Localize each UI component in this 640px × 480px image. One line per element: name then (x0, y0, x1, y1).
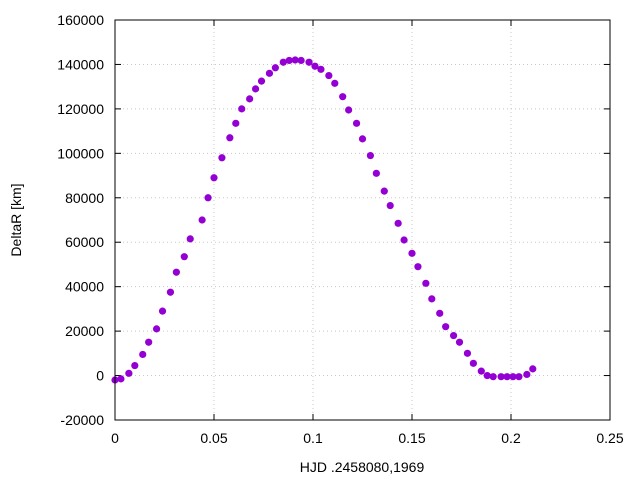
y-tick-label: 120000 (57, 101, 104, 117)
data-point (325, 71, 333, 80)
y-tick-label: 100000 (57, 145, 104, 161)
data-point (226, 134, 234, 142)
y-tick-label: 80000 (65, 190, 104, 206)
data-point (372, 169, 380, 177)
data-point (422, 279, 430, 287)
data-point (345, 106, 353, 114)
data-point (204, 194, 212, 202)
data-point (311, 62, 319, 70)
data-point (198, 216, 206, 224)
data-point (358, 135, 367, 143)
axis-ticks (114, 19, 611, 421)
y-tick-label: 20000 (65, 323, 104, 339)
data-point (172, 268, 180, 276)
data-point (509, 373, 517, 381)
data-point (408, 249, 416, 257)
plot-frame (114, 19, 611, 421)
data-point (515, 373, 523, 381)
data-point (166, 288, 175, 296)
data-point (449, 331, 458, 340)
data-point (503, 373, 511, 381)
data-point (251, 85, 260, 93)
x-tick-label: 0 (111, 430, 119, 446)
data-point (483, 371, 491, 380)
data-point (117, 375, 125, 383)
data-point (414, 263, 422, 271)
data-point (297, 56, 305, 65)
data-point (442, 323, 450, 331)
data-point (210, 174, 218, 182)
data-point (339, 93, 347, 101)
data-point (246, 95, 254, 103)
x-tick-label: 0.1 (303, 430, 323, 446)
y-tick-label: 0 (96, 368, 104, 384)
data-point (523, 370, 531, 379)
x-tick-label: 0.15 (398, 430, 425, 446)
data-point (331, 79, 339, 87)
data-point (352, 119, 361, 127)
data-point (158, 307, 167, 315)
x-tick-label: 0.2 (501, 430, 521, 446)
data-point (218, 154, 226, 162)
y-tick-label: 40000 (65, 279, 104, 295)
x-tick-labels: 0 0.05 0.1 0.15 0.2 0.25 (111, 430, 624, 446)
y-tick-labels: -20000 0 20000 40000 60000 80000 100000 120000 1… (57, 12, 104, 428)
y-tick-label: 60000 (65, 234, 104, 250)
data-point (497, 373, 505, 381)
data-point (232, 119, 240, 127)
data-point (257, 77, 266, 85)
y-tick-label: 160000 (57, 12, 104, 28)
grid-lines (115, 20, 610, 420)
y-axis-label: DeltaR [km] (8, 183, 24, 256)
data-point (455, 338, 464, 346)
data-point (436, 309, 444, 317)
data-point (400, 236, 408, 244)
data-point (279, 58, 287, 66)
data-point (469, 359, 477, 367)
data-point (125, 369, 133, 377)
x-axis-label: HJD .2458080,1969 (300, 459, 425, 475)
data-points (111, 56, 537, 384)
data-point (394, 219, 402, 227)
data-point (291, 56, 299, 64)
data-point (305, 58, 313, 66)
data-point (380, 187, 388, 195)
data-point (152, 325, 161, 333)
data-point (186, 235, 194, 243)
data-point (489, 373, 497, 381)
data-point (317, 65, 325, 73)
data-point (463, 349, 472, 357)
data-point (386, 201, 394, 210)
data-point (139, 350, 147, 359)
data-point (145, 338, 153, 346)
data-point (238, 105, 246, 113)
data-point (529, 365, 537, 373)
data-point (366, 151, 375, 160)
x-tick-label: 0.05 (200, 430, 227, 446)
data-point (265, 69, 274, 77)
data-point (285, 56, 293, 65)
y-tick-label: -20000 (60, 412, 104, 428)
x-tick-label: 0.25 (596, 430, 623, 446)
data-point (131, 361, 139, 370)
data-point (428, 295, 436, 303)
y-tick-label: 140000 (57, 56, 104, 72)
data-point (180, 253, 188, 261)
data-point (271, 64, 279, 72)
data-point (477, 367, 485, 375)
